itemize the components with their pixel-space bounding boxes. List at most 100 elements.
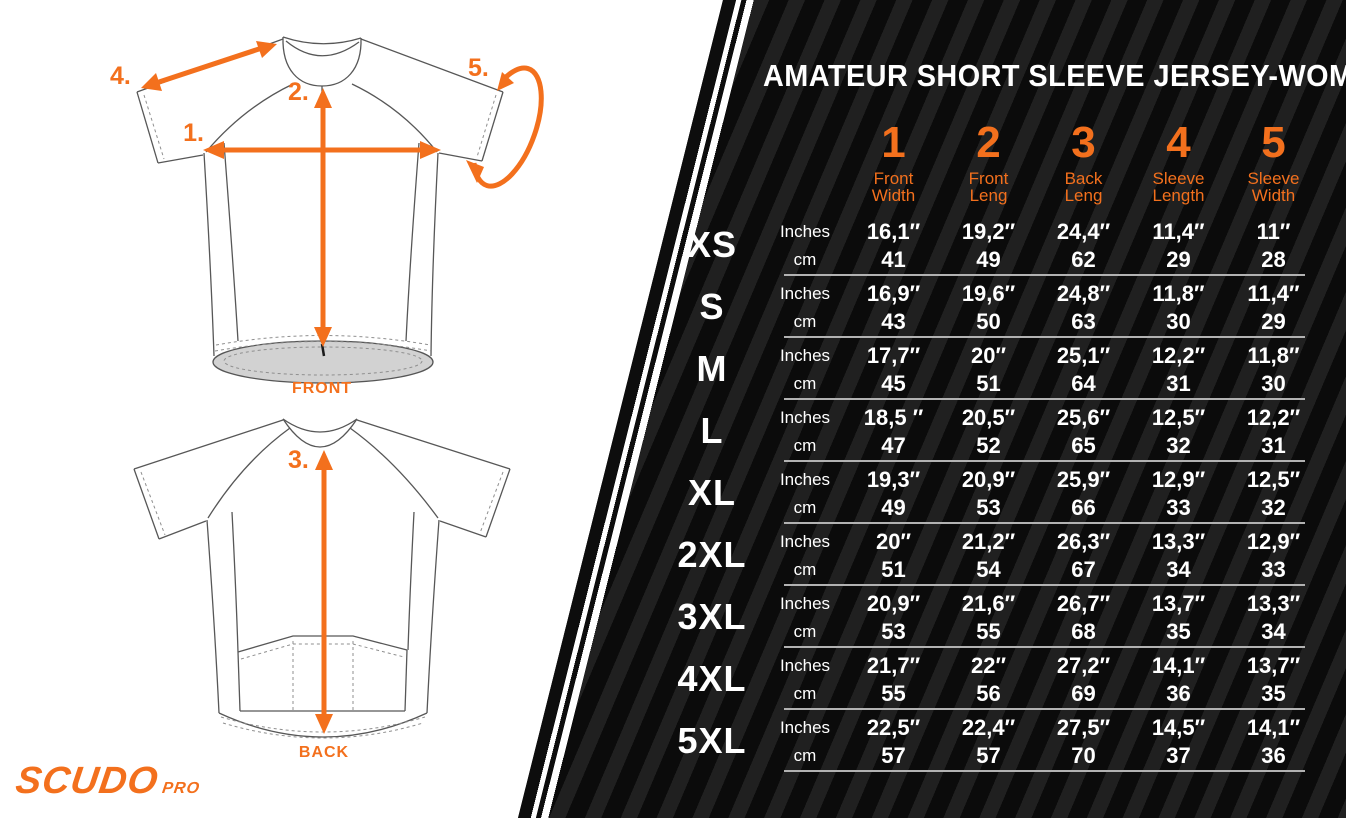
column-headers: 1 Front Width 2 Front Leng 3 Back Leng 4 Sleeve Len… xyxy=(846,118,1321,205)
inches-value: 20″ xyxy=(875,529,911,554)
column-label-line1: Sleeve xyxy=(1247,169,1300,188)
cm-value: 70 xyxy=(1071,743,1096,768)
cm-value: 32 xyxy=(1166,433,1191,458)
unit-labels: Inches cm xyxy=(764,651,846,707)
column-number: 2 xyxy=(976,118,1001,167)
inches-value: 27,5″ xyxy=(1056,715,1111,740)
cm-value: 62 xyxy=(1071,247,1096,272)
size-label: M xyxy=(696,348,728,389)
measurement-cell: 12,9″ 33 xyxy=(1131,465,1226,521)
inches-value: 20,9″ xyxy=(866,591,921,616)
inches-value: 12,9″ xyxy=(1246,529,1301,554)
measurement-cell: 19,3″ 49 xyxy=(846,465,941,521)
cm-value: 50 xyxy=(976,309,1001,334)
unit-labels: Inches cm xyxy=(764,341,846,397)
column-header-5: 5 Sleeve Width xyxy=(1226,121,1321,205)
column-label: Back Leng xyxy=(1036,170,1131,204)
column-label-line2: Leng xyxy=(969,186,1008,205)
inches-value: 13,7″ xyxy=(1246,653,1301,678)
column-header-4: 4 Sleeve Length xyxy=(1131,121,1226,205)
inches-value: 24,8″ xyxy=(1056,281,1111,306)
cm-value: 69 xyxy=(1071,681,1096,706)
cm-value: 29 xyxy=(1166,247,1191,272)
marker-4: 4. xyxy=(110,62,131,90)
column-label-line2: Leng xyxy=(1064,186,1103,205)
measurement-cell: 12,2″ 31 xyxy=(1226,403,1321,459)
front-caption: FRONT xyxy=(291,380,353,397)
cm-value: 41 xyxy=(881,247,906,272)
unit-inches-label: Inches xyxy=(779,470,831,489)
table-row-m: M Inches cm 17,7″ 45 20″ 51 25,1″ 64 12,2″ 31 11,8″… xyxy=(660,338,1325,400)
unit-inches-label: Inches xyxy=(779,408,831,427)
measurement-arrows xyxy=(141,41,544,734)
unit-labels: Inches cm xyxy=(764,589,846,645)
measurement-cell: 20″ 51 xyxy=(941,341,1036,397)
cm-value: 57 xyxy=(881,743,906,768)
unit-cm-label: cm xyxy=(793,498,817,517)
size-label: 4XL xyxy=(677,658,747,699)
unit-inches-label: Inches xyxy=(779,222,831,241)
inches-value: 12,2″ xyxy=(1151,343,1206,368)
measurement-cell: 14,1″ 36 xyxy=(1226,713,1321,769)
measurement-cell: 13,7″ 35 xyxy=(1226,651,1321,707)
unit-inches-label: Inches xyxy=(779,284,831,303)
inches-value: 19,6″ xyxy=(961,281,1016,306)
cm-value: 47 xyxy=(881,433,906,458)
size-label: 3XL xyxy=(677,596,747,637)
measurement-cell: 20,9″ 53 xyxy=(846,589,941,645)
inches-value: 26,7″ xyxy=(1056,591,1111,616)
inches-value: 16,9″ xyxy=(866,281,921,306)
marker-2: 2. xyxy=(288,78,309,106)
measurement-cell: 16,1″ 41 xyxy=(846,217,941,273)
unit-cm-label: cm xyxy=(793,250,817,269)
unit-cm-label: cm xyxy=(793,312,817,331)
cm-value: 30 xyxy=(1261,371,1286,396)
cm-value: 31 xyxy=(1261,433,1286,458)
measurement-cell: 18,5 ″ 47 xyxy=(846,403,941,459)
table-row-xs: XS Inches cm 16,1″ 41 19,2″ 49 24,4″ 62 11,4″ 29 11… xyxy=(660,214,1325,276)
table-row-2xl: 2XL Inches cm 20″ 51 21,2″ 54 26,3″ 67 13,3″ 34 12,… xyxy=(660,524,1325,586)
column-header-1: 1 Front Width xyxy=(846,121,941,205)
measurement-cell: 26,7″ 68 xyxy=(1036,589,1131,645)
size-label: L xyxy=(700,410,724,451)
measurement-cell: 25,6″ 65 xyxy=(1036,403,1131,459)
unit-inches-label: Inches xyxy=(779,532,831,551)
inches-value: 11,4″ xyxy=(1152,219,1205,244)
measurement-cell: 17,7″ 45 xyxy=(846,341,941,397)
back-caption: BACK xyxy=(298,744,350,761)
row-separator xyxy=(784,770,1305,772)
cm-value: 34 xyxy=(1261,619,1286,644)
cm-value: 56 xyxy=(976,681,1001,706)
cm-value: 63 xyxy=(1071,309,1096,334)
cm-value: 51 xyxy=(881,557,906,582)
inches-value: 20″ xyxy=(970,343,1006,368)
cm-value: 43 xyxy=(881,309,906,334)
size-label: 5XL xyxy=(677,720,747,761)
column-label-line1: Back xyxy=(1064,169,1103,188)
inches-value: 21,7″ xyxy=(866,653,921,678)
unit-labels: Inches cm xyxy=(764,403,846,459)
inches-value: 21,2″ xyxy=(961,529,1016,554)
unit-inches-label: Inches xyxy=(779,346,831,365)
unit-cm-label: cm xyxy=(793,374,817,393)
column-number: 3 xyxy=(1071,118,1096,167)
unit-labels: Inches cm xyxy=(764,465,846,521)
size-label: XS xyxy=(686,224,738,265)
cm-value: 32 xyxy=(1261,495,1286,520)
measurement-cell: 13,3″ 34 xyxy=(1131,527,1226,583)
inches-value: 14,1″ xyxy=(1246,715,1301,740)
inches-value: 20,5″ xyxy=(961,405,1016,430)
unit-labels: Inches cm xyxy=(764,713,846,769)
cm-value: 33 xyxy=(1261,557,1286,582)
cm-value: 53 xyxy=(976,495,1001,520)
unit-labels: Inches cm xyxy=(764,527,846,583)
unit-labels: Inches cm xyxy=(764,217,846,273)
inches-value: 22,4″ xyxy=(961,715,1016,740)
measurement-cell: 25,9″ 66 xyxy=(1036,465,1131,521)
measurement-cell: 13,7″ 35 xyxy=(1131,589,1226,645)
row-separator xyxy=(784,274,1305,276)
marker-1: 1. xyxy=(183,119,204,147)
unit-cm-label: cm xyxy=(793,560,817,579)
cm-value: 53 xyxy=(881,619,906,644)
